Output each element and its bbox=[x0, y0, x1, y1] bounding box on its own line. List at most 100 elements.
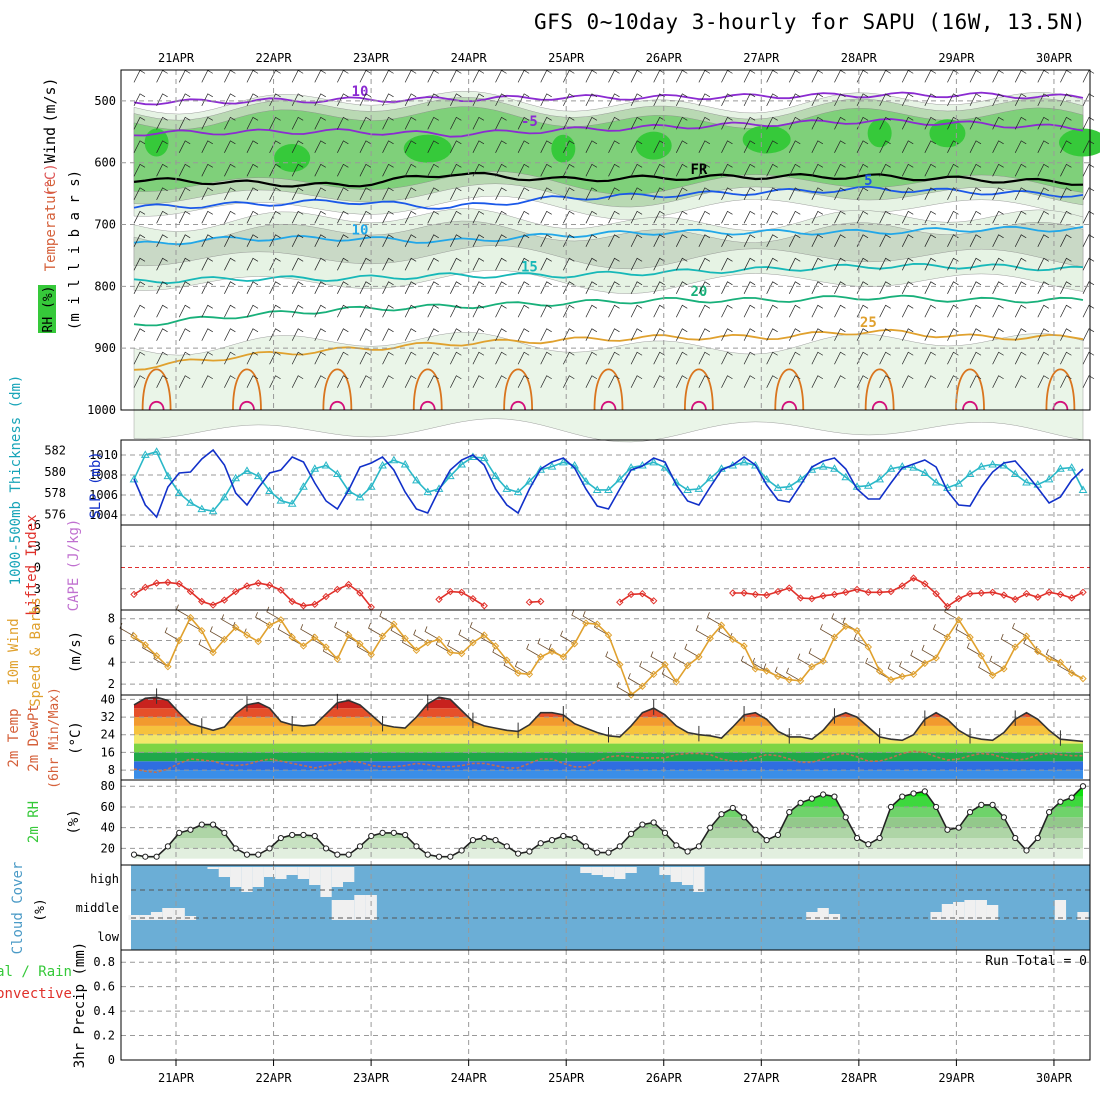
wind-barb bbox=[947, 328, 959, 341]
wind-barb bbox=[517, 328, 530, 341]
lifted-index-point bbox=[175, 580, 183, 588]
wind-barb bbox=[201, 257, 213, 271]
y-tick-li: 6 bbox=[34, 603, 41, 617]
wind10-barb bbox=[1023, 638, 1039, 652]
dewpoint-line bbox=[133, 750, 1083, 774]
isotherm-30 bbox=[503, 368, 534, 411]
isotherm bbox=[133, 171, 1084, 188]
wind10-point bbox=[152, 652, 161, 660]
wind-barb bbox=[359, 116, 372, 130]
wind-barb bbox=[879, 281, 891, 294]
wind-barb bbox=[540, 304, 552, 318]
wind-barb bbox=[540, 281, 552, 294]
wind-barb bbox=[404, 281, 417, 294]
isotherm bbox=[133, 294, 1084, 327]
wind-barb bbox=[314, 281, 326, 294]
cloud-high-bar bbox=[218, 867, 231, 877]
wind10-barb bbox=[831, 613, 846, 627]
wind-barb bbox=[517, 187, 530, 200]
wind-barb bbox=[133, 304, 146, 318]
rh2m-panel: 20 40 60 80 2m RH (%) bbox=[26, 779, 1091, 866]
wind-barb bbox=[562, 375, 575, 388]
wind-barb bbox=[992, 187, 1004, 200]
thickness-point bbox=[931, 478, 941, 486]
wind-barb bbox=[450, 328, 462, 341]
wind-barb bbox=[337, 140, 349, 153]
wind-barb bbox=[382, 93, 394, 107]
wind-barb bbox=[811, 163, 824, 177]
rh2m-point bbox=[277, 834, 284, 842]
wind-barb bbox=[156, 281, 168, 294]
wind-barb bbox=[788, 304, 801, 318]
wind-barb bbox=[585, 234, 598, 247]
rh2m-point bbox=[978, 801, 985, 808]
thickness-point bbox=[830, 464, 839, 472]
wind-barb bbox=[653, 328, 665, 341]
lifted-index-point bbox=[198, 597, 206, 606]
wind10-point bbox=[796, 677, 805, 685]
wind-barb bbox=[314, 304, 326, 318]
isotherm-35 bbox=[419, 400, 436, 411]
lifted-index-point bbox=[932, 590, 940, 598]
cloud-high-bar bbox=[207, 867, 219, 869]
wind-barb bbox=[359, 93, 372, 107]
wind-barb bbox=[1037, 304, 1049, 318]
wind-barb bbox=[359, 257, 372, 271]
cloud-mid-bar bbox=[343, 900, 355, 920]
wind-barb bbox=[450, 234, 462, 247]
wind-barb bbox=[517, 210, 530, 224]
wind-barb bbox=[472, 257, 485, 271]
wind-barb bbox=[382, 140, 394, 153]
rh2m-point bbox=[458, 847, 465, 854]
wind-barb bbox=[178, 187, 191, 200]
wind10-barb bbox=[853, 633, 869, 648]
wind-barb bbox=[495, 69, 507, 83]
wind-barb bbox=[495, 210, 507, 224]
wind10-point bbox=[164, 662, 172, 671]
wind-barb bbox=[291, 257, 304, 271]
wind10-point bbox=[559, 653, 568, 661]
wind-barb bbox=[1037, 69, 1049, 83]
wind-barb bbox=[834, 187, 846, 200]
wind10-point bbox=[299, 642, 308, 650]
wind-barb bbox=[653, 140, 665, 153]
wind-barb bbox=[450, 140, 462, 153]
wind-barb bbox=[427, 140, 439, 153]
wind-barb bbox=[269, 187, 281, 200]
wind10-point bbox=[808, 662, 816, 671]
x-date-bottom: 21APR bbox=[158, 1071, 195, 1085]
cloud-mid-bar bbox=[986, 905, 999, 920]
wind10-point bbox=[695, 653, 703, 661]
wind-barb bbox=[1037, 116, 1049, 130]
thickness-point bbox=[366, 482, 376, 490]
rh-high-blob bbox=[635, 131, 672, 160]
wind-barb bbox=[608, 375, 620, 388]
wind10-barb bbox=[198, 639, 214, 653]
cloud-mid-bar bbox=[162, 908, 174, 920]
wind-barb bbox=[540, 328, 552, 341]
wind-barb bbox=[427, 351, 439, 365]
ylabel-wind10: 10m Wind bbox=[6, 618, 22, 685]
wind10-barb bbox=[1000, 633, 1016, 648]
ylabel-rh2m: 2m RH bbox=[26, 801, 42, 843]
rh2m-point bbox=[808, 795, 815, 802]
wind-barb bbox=[224, 351, 236, 365]
thickness-point bbox=[976, 462, 986, 470]
wind10-barb bbox=[865, 657, 880, 672]
wind-barb bbox=[1060, 234, 1072, 247]
cloud-high-bar bbox=[625, 867, 637, 873]
x-date-top: 26APR bbox=[646, 51, 683, 65]
lifted-index-point bbox=[480, 602, 488, 610]
wind-barb bbox=[585, 140, 598, 153]
x-date-bottom: 25APR bbox=[548, 1071, 585, 1085]
ylabel-temp-unit2: (°C) bbox=[68, 721, 84, 755]
wind-barb bbox=[901, 375, 914, 388]
wind-barb bbox=[788, 93, 801, 107]
wind-barb bbox=[359, 187, 372, 200]
wind-barb bbox=[1082, 304, 1095, 318]
wind10-barb bbox=[786, 667, 801, 682]
lifted-index-point bbox=[1056, 590, 1065, 599]
wind-barb bbox=[404, 328, 417, 341]
wind-barb bbox=[992, 140, 1004, 153]
wind-barb bbox=[721, 304, 733, 318]
